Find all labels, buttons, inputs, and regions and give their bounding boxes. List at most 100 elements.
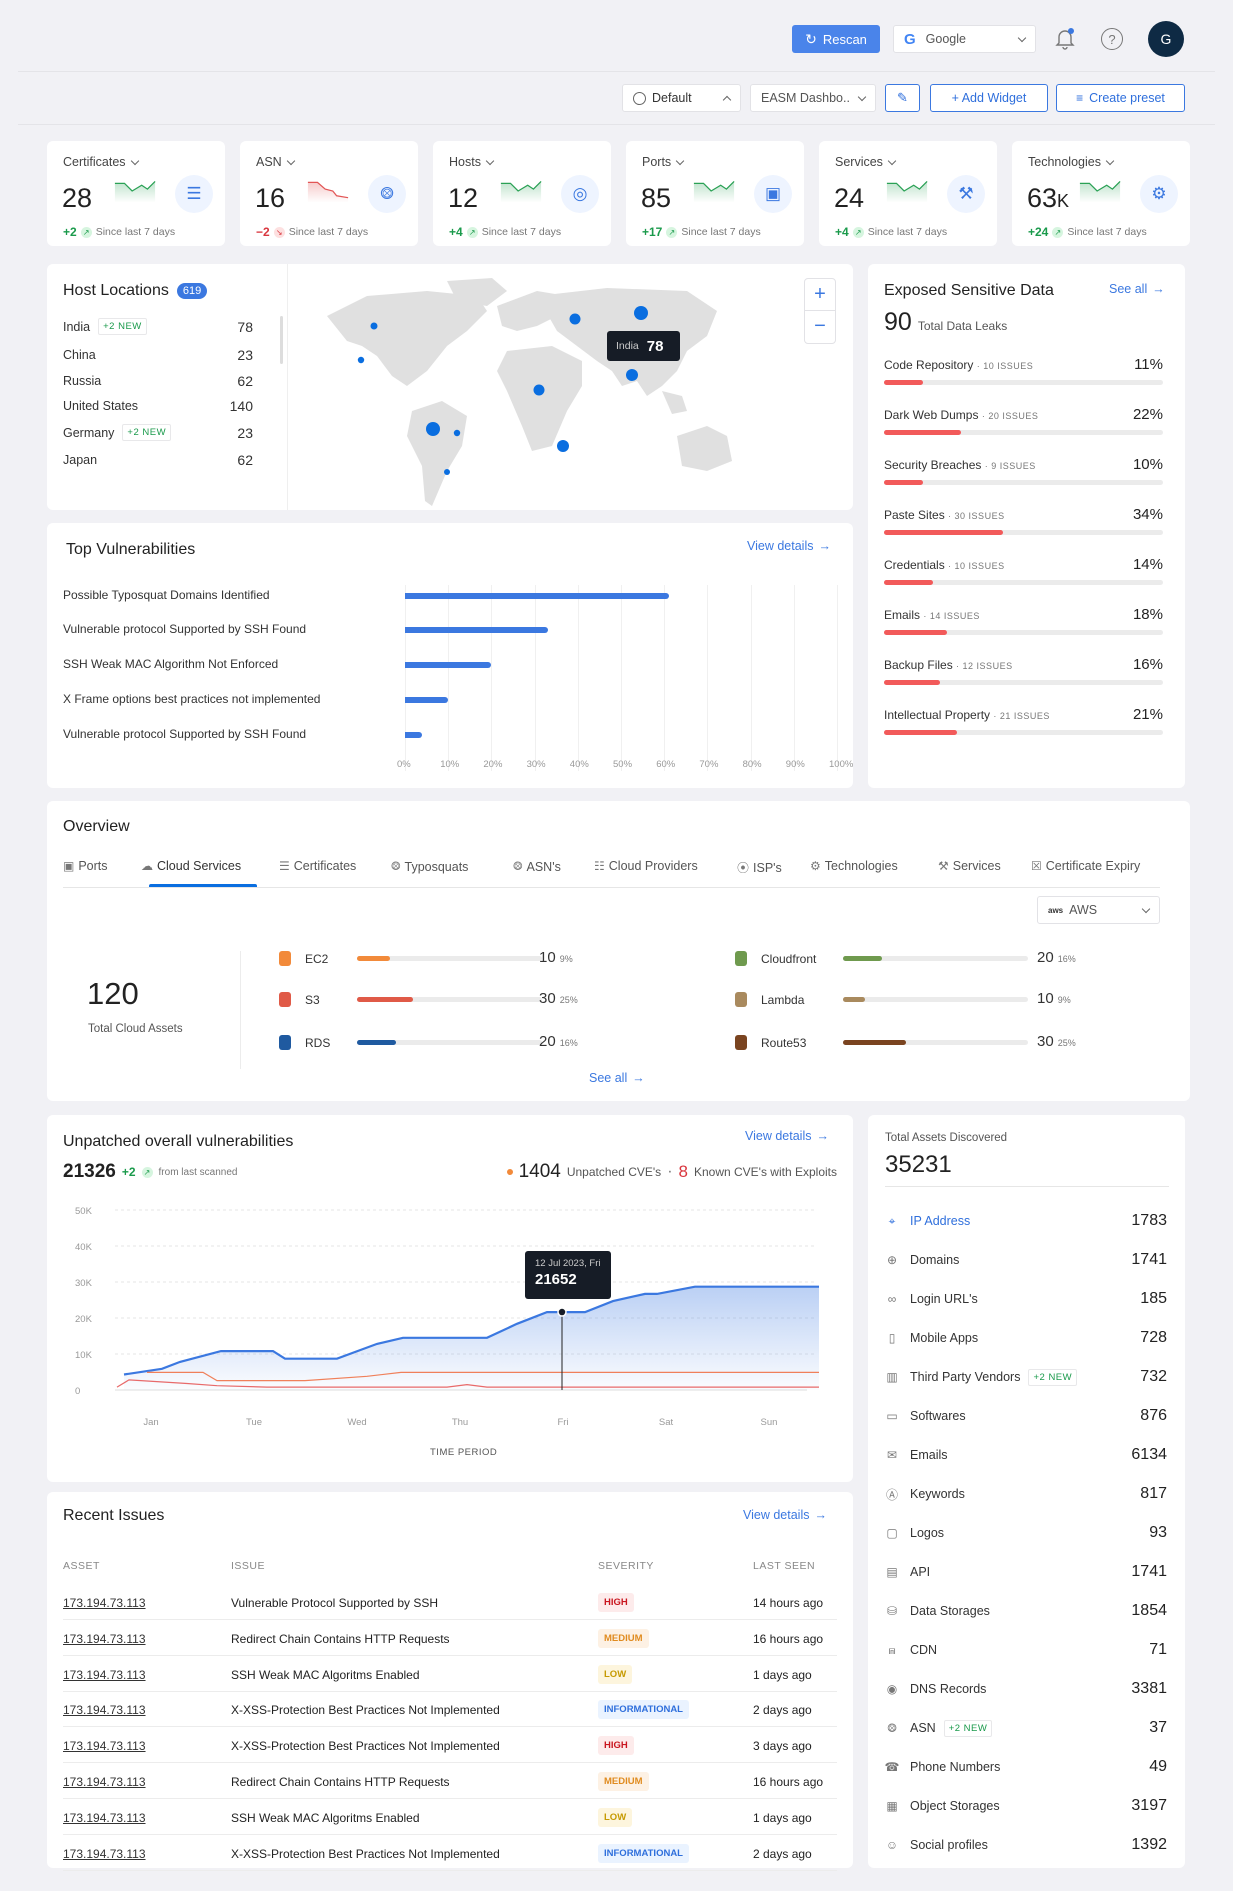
exposed-data-item[interactable]: Credentials · 10 ISSUES 14% [884,556,1163,592]
exposed-data-item[interactable]: Code Repository · 10 ISSUES 11% [884,356,1163,392]
column-header-asset[interactable]: ASSET [63,1560,100,1572]
asset-item-phone-numbers[interactable]: ☎ Phone Numbers 49 [884,1758,1167,1775]
preset-select[interactable]: Default [622,84,741,112]
cloud-service-cloudfront[interactable]: Cloudfront 20 16% [735,949,1135,969]
tab-certificate-expiry[interactable]: ☒ Certificate Expiry [1031,859,1141,873]
notifications-button[interactable] [1053,26,1077,52]
exposed-data-item[interactable]: Security Breaches · 9 ISSUES 10% [884,456,1163,492]
org-select[interactable]: G Google [893,25,1036,53]
provider-select[interactable]: aws AWS [1037,896,1160,924]
vulnerability-bar[interactable] [405,662,492,668]
asset-item-logos[interactable]: ▢ Logos 93 [884,1521,1167,1545]
view-details-link[interactable]: View details → [747,539,831,553]
tab-technologies[interactable]: ⚙ Technologies [810,859,898,873]
stat-label-dropdown[interactable]: Ports [642,155,685,169]
asset-link[interactable]: 173.194.73.113 [63,1846,146,1861]
see-all-link[interactable]: See all → [1109,282,1165,296]
view-details-link[interactable]: View details → [745,1129,829,1143]
asset-item-cdn[interactable]: ⩎ CDN 71 [884,1638,1167,1662]
unpatched-area-chart[interactable]: 0 10K 20K 30K 40K 50K Jan Tue Wed Thu Fri Sat Sun [47,1195,853,1445]
world-map[interactable] [307,276,797,506]
cloud-service-route53[interactable]: Route53 30 25% [735,1033,1135,1053]
location-item[interactable]: India +2 NEW 78 [63,318,253,335]
column-header-severity[interactable]: SEVERITY [598,1560,654,1572]
stat-card-asn[interactable]: ASN 16 ⨷ −2 ↘ Since last 7 days [240,141,418,246]
cloud-service-s3[interactable]: S3 30 25% [279,990,679,1010]
location-item[interactable]: Japan 62 [63,452,253,468]
asset-link[interactable]: 173.194.73.113 [63,1739,146,1754]
exposed-data-item[interactable]: Backup Files · 12 ISSUES 16% [884,656,1163,692]
cloud-service-rds[interactable]: RDS 20 16% [279,1033,679,1053]
table-row[interactable]: 173.194.73.113 X-XSS-Protection Best Pra… [63,1835,837,1871]
help-button[interactable]: ? [1101,28,1123,50]
avatar[interactable]: G [1148,21,1184,57]
zoom-in-button[interactable]: + [805,279,835,311]
stat-card-technologies[interactable]: Technologies 63K ⚙ +24 ↗ Since last 7 days [1012,141,1190,246]
stat-label-dropdown[interactable]: ASN [256,155,295,169]
asset-item-object-storages[interactable]: ▦ Object Storages 3197 [884,1794,1167,1818]
asset-item-data-storages[interactable]: ⛁ Data Storages 1854 [884,1599,1167,1623]
asset-link[interactable]: 173.194.73.113 [63,1667,146,1682]
asset-item-softwares[interactable]: ▭ Softwares 876 [884,1404,1167,1428]
cloud-service-ec2[interactable]: EC2 10 9% [279,949,679,969]
table-row[interactable]: 173.194.73.113 X-XSS-Protection Best Pra… [63,1727,837,1764]
tab-asn-s[interactable]: ⨷ ASN's [513,859,561,874]
exposed-data-item[interactable]: Intellectual Property · 21 ISSUES 21% [884,706,1163,742]
asset-link[interactable]: 173.194.73.113 [63,1810,146,1825]
zoom-out-button[interactable]: − [814,315,826,337]
rescan-button[interactable]: ↻ Rescan [792,25,880,53]
stat-label-dropdown[interactable]: Technologies [1028,155,1115,169]
exposed-data-item[interactable]: Paste Sites · 30 ISSUES 34% [884,506,1163,542]
column-header-last-seen[interactable]: LAST SEEN [753,1560,816,1572]
stat-card-services[interactable]: Services 24 ⚒ +4 ↗ Since last 7 days [819,141,997,246]
asset-item-dns-records[interactable]: ◉ DNS Records 3381 [884,1677,1167,1701]
create-preset-button[interactable]: ≡ Create preset [1056,84,1185,112]
table-row[interactable]: 173.194.73.113 Redirect Chain Contains H… [63,1620,837,1656]
location-item[interactable]: United States 140 [63,398,253,414]
asset-link[interactable]: 173.194.73.113 [63,1775,146,1789]
vulnerability-bar[interactable] [405,697,449,703]
vulnerability-bar[interactable] [405,627,548,633]
asset-item-asn[interactable]: ⨷ ASN +2 NEW 37 [884,1716,1167,1740]
asset-item-keywords[interactable]: Ⓐ Keywords 817 [885,1485,1167,1502]
view-details-link[interactable]: View details → [743,1508,827,1522]
tab-services[interactable]: ⚒ Services [938,859,1001,873]
asset-item-domains[interactable]: ⊕ Domains 1741 [884,1248,1167,1272]
vulnerability-bar[interactable] [405,732,423,738]
location-list-scrollbar[interactable] [280,316,283,364]
stat-label-dropdown[interactable]: Hosts [449,155,495,169]
asset-item-login-url-s[interactable]: ∞ Login URL's 185 [884,1287,1167,1311]
dashboard-select[interactable]: EASM Dashbo.. [750,84,876,112]
asset-item-social-profiles[interactable]: ☺ Social profiles 1392 [885,1836,1167,1853]
location-item[interactable]: China 23 [63,347,253,363]
tab-isp-s[interactable]: ⦿ ISP's [737,860,782,876]
asset-item-emails[interactable]: ✉ Emails 6134 [884,1443,1167,1467]
exposed-data-item[interactable]: Emails · 14 ISSUES 18% [884,606,1163,642]
see-all-cloud-link[interactable]: See all → [589,1071,645,1085]
tab-certificates[interactable]: ☰ Certificates [279,859,357,873]
asset-item-api[interactable]: ▤ API 1741 [884,1560,1167,1584]
stat-card-ports[interactable]: Ports 85 ▣ +17 ↗ Since last 7 days [626,141,804,246]
table-row[interactable]: 173.194.73.113 Vulnerable Protocol Suppo… [63,1584,837,1620]
asset-item-mobile-apps[interactable]: ▯ Mobile Apps 728 [884,1326,1167,1350]
stat-label-dropdown[interactable]: Certificates [63,155,139,169]
table-row[interactable]: 173.194.73.113 SSH Weak MAC Algoritms En… [63,1799,837,1835]
location-item[interactable]: Germany +2 NEW 23 [63,424,253,441]
tab-ports[interactable]: ▣ Ports [63,859,108,873]
asset-link[interactable]: 173.194.73.113 [63,1631,146,1646]
location-item[interactable]: Russia 62 [63,373,253,389]
stat-card-certificates[interactable]: Certificates 28 ☰ +2 ↗ Since last 7 days [47,141,225,246]
tab-cloud-providers[interactable]: ☷ Cloud Providers [594,859,698,873]
add-widget-button[interactable]: + Add Widget [930,84,1048,112]
table-row[interactable]: 173.194.73.113 SSH Weak MAC Algoritms En… [63,1656,837,1692]
vulnerability-bar[interactable] [405,593,669,599]
asset-item-ip-address[interactable]: ⌖ IP Address 1783 [884,1209,1167,1233]
exposed-data-item[interactable]: Dark Web Dumps · 20 ISSUES 22% [884,406,1163,442]
cloud-service-lambda[interactable]: Lambda 10 9% [735,990,1135,1010]
stat-card-hosts[interactable]: Hosts 12 ◎ +4 ↗ Since last 7 days [433,141,611,246]
asset-link[interactable]: 173.194.73.113 [63,1703,146,1718]
column-header-issue[interactable]: ISSUE [231,1560,266,1572]
stat-label-dropdown[interactable]: Services [835,155,897,169]
asset-item-third-party-vendors[interactable]: ▥ Third Party Vendors +2 NEW 732 [884,1365,1167,1389]
edit-button[interactable]: ✎ [885,84,920,112]
